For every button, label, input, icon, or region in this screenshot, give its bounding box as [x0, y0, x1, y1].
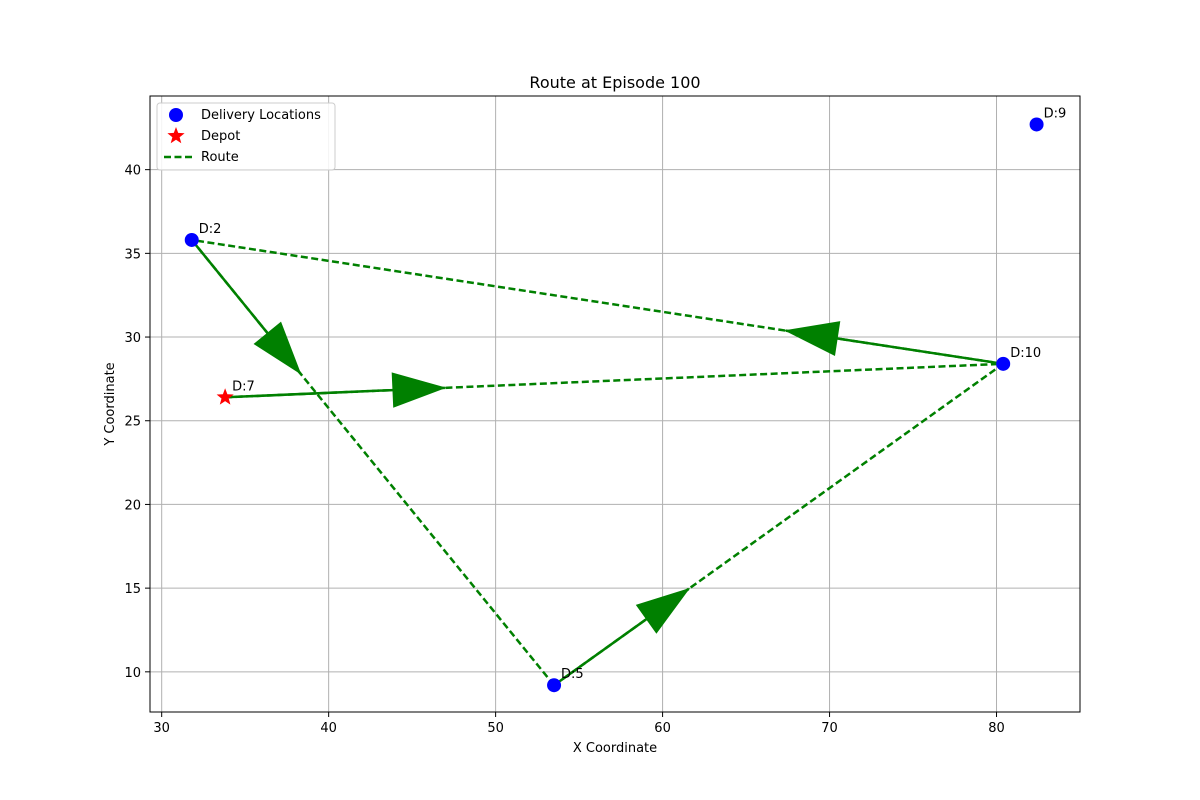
plot-frame — [149, 95, 1081, 713]
legend-marker-depot — [167, 127, 185, 144]
x-tick-label: 50 — [487, 721, 504, 736]
depot-label: D:7 — [232, 379, 255, 394]
delivery-point — [996, 356, 1011, 371]
y-tick-label: 35 — [124, 247, 141, 262]
depot-star — [216, 388, 234, 405]
delivery-point — [547, 678, 562, 693]
axis-ticks: 30 40 50 60 70 80 10 15 20 25 30 35 40 — [124, 164, 1004, 736]
legend: Delivery Locations Depot Route — [156, 102, 336, 171]
x-axis-label: X Coordinate — [573, 741, 657, 756]
x-tick-label: 70 — [821, 721, 838, 736]
x-tick-label: 40 — [320, 721, 337, 736]
delivery-point-label: D:9 — [1044, 106, 1067, 121]
x-tick-label: 80 — [988, 721, 1005, 736]
legend-label: Depot — [201, 129, 240, 144]
route-arrowhead — [784, 321, 841, 357]
plot-background — [150, 96, 1080, 712]
route-segment — [553, 362, 1004, 687]
y-tick-label: 40 — [124, 164, 141, 179]
route-arrowhead — [253, 321, 302, 375]
chart-title: Route at Episode 100 — [529, 73, 700, 92]
route-arrowhead — [391, 372, 447, 408]
y-tick-label: 10 — [124, 666, 141, 681]
y-tick-label: 20 — [124, 498, 141, 513]
route-layer — [190, 238, 1004, 687]
legend-marker-delivery — [169, 108, 183, 122]
delivery-point — [1029, 117, 1044, 132]
delivery-point-label: D:2 — [199, 222, 222, 237]
delivery-point-label: D:10 — [1010, 346, 1041, 361]
y-tick-label: 30 — [124, 331, 141, 346]
legend-label: Route — [201, 150, 239, 165]
route-arrowhead — [635, 587, 691, 634]
y-axis-label: Y Coordinate — [103, 362, 118, 446]
points-layer: D:2 D:5 D:10 D:9 D:7 — [184, 106, 1067, 693]
delivery-point — [184, 232, 199, 247]
y-tick-label: 15 — [124, 582, 141, 597]
delivery-point-label: D:5 — [561, 667, 584, 682]
x-tick-label: 60 — [654, 721, 671, 736]
legend-label: Delivery Locations — [201, 108, 321, 123]
x-tick-label: 30 — [153, 721, 170, 736]
legend-box — [156, 102, 336, 171]
y-tick-label: 25 — [124, 415, 141, 430]
